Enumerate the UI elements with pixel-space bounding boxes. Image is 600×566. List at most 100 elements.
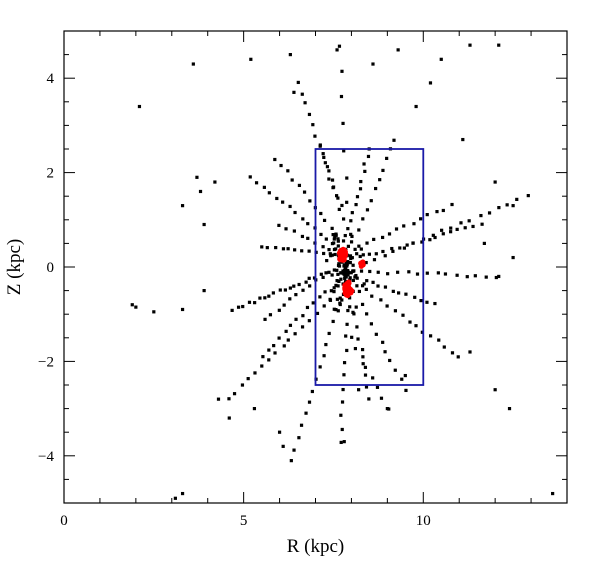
data-point: [340, 203, 344, 208]
data-point: [346, 308, 350, 313]
data-point: [505, 203, 509, 207]
data-point: [349, 271, 353, 275]
data-point: [383, 254, 387, 258]
data-point: [511, 204, 515, 208]
data-point: [248, 175, 252, 179]
data-point: [281, 444, 285, 448]
data-point: [346, 271, 351, 275]
data-point: [343, 233, 347, 238]
data-point: [497, 274, 501, 279]
data-point: [296, 80, 300, 85]
data-point: [260, 364, 264, 368]
data-point: [318, 295, 322, 299]
data-point: [339, 440, 343, 445]
data-point: [253, 301, 257, 305]
data-point: [441, 232, 445, 236]
data-point: [336, 272, 340, 276]
data-point: [307, 400, 312, 404]
data-point: [236, 305, 241, 309]
data-point: [322, 304, 326, 308]
data-point: [494, 275, 498, 280]
data-point: [313, 134, 317, 138]
data-point: [385, 156, 389, 160]
data-point: [350, 211, 354, 215]
data-point: [232, 392, 237, 396]
data-point: [300, 92, 304, 96]
data-point: [385, 304, 389, 308]
data-point: [361, 217, 365, 221]
data-point: [342, 373, 346, 377]
data-point: [330, 273, 334, 277]
data-point: [372, 237, 376, 242]
data-point: [359, 247, 363, 251]
data-point: [334, 283, 338, 288]
data-point: [363, 365, 368, 369]
data-point: [246, 377, 250, 381]
data-point: [442, 345, 446, 349]
data-point: [479, 213, 483, 218]
data-point: [363, 169, 367, 173]
y-tick-label: 4: [47, 71, 55, 87]
data-point: [391, 249, 395, 253]
data-point: [333, 252, 337, 257]
x-tick-label: 10: [416, 513, 431, 529]
data-point: [254, 181, 259, 185]
data-point: [403, 373, 407, 378]
data-point: [358, 187, 363, 191]
data-point: [348, 276, 352, 280]
data-point: [414, 104, 418, 109]
data-point: [241, 304, 245, 309]
data-point: [332, 286, 336, 290]
tick-labels: 0 5 10 −4 −2 0 2 4: [38, 71, 431, 529]
data-point: [353, 346, 358, 351]
data-point: [284, 227, 288, 231]
data-point: [433, 301, 437, 306]
data-point: [322, 218, 327, 222]
data-point: [227, 397, 231, 401]
data-point: [334, 233, 338, 237]
data-point: [340, 427, 344, 432]
data-point: [260, 245, 264, 249]
data-point: [414, 324, 418, 328]
data-point: [468, 43, 472, 47]
data-point: [341, 217, 346, 221]
data-point: [318, 143, 322, 147]
data-point: [339, 413, 343, 417]
data-point: [396, 48, 400, 52]
data-point: [383, 285, 388, 289]
data-point: [306, 222, 310, 226]
data-point: [402, 224, 406, 228]
data-point: [336, 284, 340, 288]
data-point: [293, 210, 297, 215]
data-point: [337, 279, 341, 283]
data-point: [334, 307, 338, 312]
data-point: [351, 310, 355, 314]
data-point: [292, 90, 296, 94]
data-point: [273, 157, 277, 162]
data-point: [459, 221, 463, 225]
data-point: [303, 101, 307, 105]
data-point: [258, 296, 262, 300]
data-point: [286, 169, 290, 173]
data-point: [413, 295, 417, 299]
data-point: [455, 227, 459, 231]
data-point: [385, 407, 389, 411]
data-point: [365, 241, 369, 245]
data-point: [468, 350, 472, 354]
data-point: [328, 252, 332, 256]
x-tick-label: 0: [60, 513, 68, 529]
data-point: [330, 226, 334, 230]
data-point: [362, 162, 366, 166]
data-point: [366, 154, 371, 159]
data-point: [333, 235, 337, 239]
center-point: [345, 292, 351, 299]
data-point: [367, 252, 372, 256]
data-point: [293, 332, 297, 336]
data-point: [344, 334, 348, 338]
data-point: [213, 180, 217, 184]
data-point: [247, 300, 252, 304]
data-point: [371, 280, 375, 284]
data-point: [173, 496, 177, 500]
data-point: [374, 252, 378, 256]
